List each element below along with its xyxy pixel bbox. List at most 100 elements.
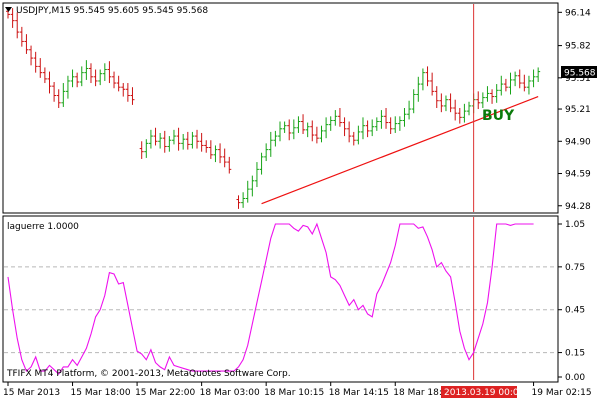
indicator-tick-label: 0.00 [565,373,585,383]
candle [61,83,66,107]
price-tick-label: 95.82 [565,42,591,52]
indicator-label: laguerre 1.0000 [7,222,79,232]
candle [379,110,384,129]
candle [287,119,292,141]
candle [70,69,75,88]
candle [38,58,43,78]
candle [185,131,190,150]
candle [337,108,342,127]
candle [102,63,107,81]
candle [176,127,181,151]
indicator-tick-label: 0.15 [565,349,585,359]
candle [365,120,370,138]
candle [305,122,310,138]
candle [195,129,200,149]
candle [112,71,117,89]
laguerre-line [7,222,534,375]
candle [241,192,246,208]
candle [153,127,158,146]
candle [402,108,407,127]
candle [407,100,412,120]
time-tick-label: 18 Mar 14:15 [329,388,389,398]
candle [139,141,144,159]
candle [333,110,338,126]
candles-group [6,7,541,209]
symbol-header: USDJPY,M15 95.545 95.605 95.545 95.568 [16,6,208,16]
price-tick-label: 95.51 [565,74,591,84]
candle [24,34,29,54]
candle [47,71,52,94]
candle [88,63,93,84]
candle [121,83,126,97]
candle [227,156,232,174]
candle [430,72,435,96]
candle [526,75,531,95]
candle [259,152,264,175]
price-tick-label: 94.59 [565,170,591,180]
candle [245,180,250,203]
candle [374,117,379,131]
candle [314,126,319,144]
candle [79,66,84,87]
candle [351,131,356,146]
candle [218,143,223,164]
time-tick-label: 18 Mar 10:15 [264,388,324,398]
laguerre-series-group [7,222,534,375]
indicator-tick-label: 1.05 [565,220,585,230]
indicator-tick-label: 0.45 [565,306,585,316]
candle [480,92,485,108]
candle [439,93,444,113]
symbol-dropdown-icon[interactable] [5,7,12,12]
candle [411,89,416,114]
price-tick-label: 94.28 [565,202,591,212]
candle [434,86,439,108]
indicator-gridlines [4,266,557,354]
candle [278,121,282,142]
candle [282,121,287,133]
candle [167,136,172,152]
candle [476,91,481,110]
price-panel[interactable] [2,2,559,214]
candle [490,89,495,104]
candle [130,87,135,105]
candle [208,140,213,159]
price-tick-label: 96.14 [565,8,591,18]
candle [213,145,218,163]
candle [531,69,536,88]
time-tick-label: 18 Mar 18:15 [393,388,453,398]
candle [522,74,527,92]
indicator-panel[interactable] [2,215,559,383]
candle [107,61,112,84]
current-price-tag [561,66,597,78]
candle [250,175,255,197]
candle [273,130,278,147]
candle [254,162,259,188]
y-axis-ticks: 96.14 95.82 95.51 95.21 94.90 94.59 94.28 1.05 0… [558,8,591,383]
candle [84,60,89,80]
candle [494,84,499,103]
indicator-tick-label: 0.75 [565,263,585,273]
candle [360,117,365,140]
candle [503,78,508,92]
candle [296,116,301,133]
candle [319,125,324,143]
candle [264,143,269,162]
candle [33,51,38,73]
candle [453,99,458,121]
current-price-value: 95.568 [564,69,596,79]
candle [370,119,375,137]
candle [204,140,209,153]
trendline [261,96,539,205]
time-tick-label: 18 Mar 03:00 [200,388,260,398]
candle [328,116,333,131]
candle [171,129,176,145]
candle [443,95,448,112]
candle [416,76,421,102]
candle [158,132,163,149]
cursor-time-tag [441,386,517,398]
candle [388,117,393,134]
candle [485,86,490,102]
candle [499,75,504,96]
candle [98,69,103,86]
